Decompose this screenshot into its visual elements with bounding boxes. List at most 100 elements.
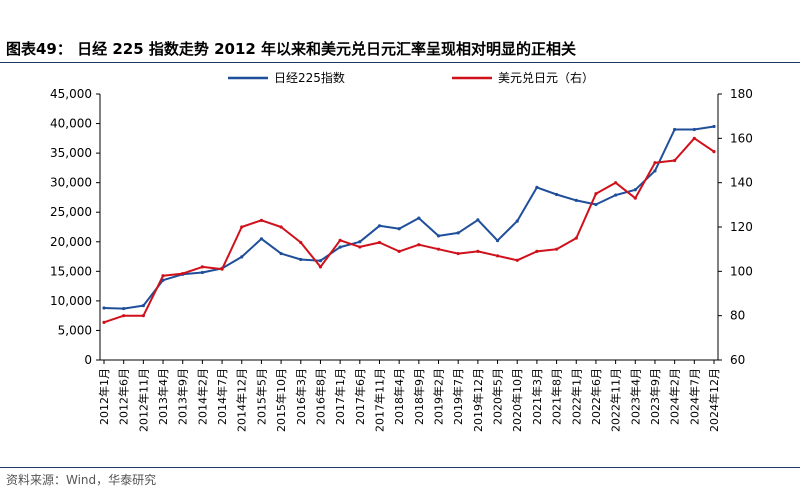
x-tick-label: 2020年5月 [491,368,505,425]
point-nikkei [318,259,323,263]
point-usdjpy [161,274,165,278]
point-usdjpy [712,150,716,154]
point-usdjpy [574,236,578,240]
point-usdjpy [417,243,421,247]
point-usdjpy [338,238,342,242]
point-usdjpy [259,218,264,222]
point-nikkei [673,127,677,132]
point-nikkei [279,252,283,256]
x-tick-label: 2023年4月 [628,368,642,425]
point-usdjpy [515,258,519,262]
x-tick-label: 2019年7月 [451,368,465,425]
left-tick-label: 45,000 [50,87,92,101]
point-nikkei [495,238,500,243]
point-usdjpy [122,314,126,318]
x-tick-label: 2018年4月 [392,368,406,425]
point-nikkei [574,198,578,202]
x-tick-label: 2014年12月 [235,368,249,432]
title-rule [0,62,800,63]
point-usdjpy [181,271,185,276]
x-tick-label: 2014年7月 [215,368,229,425]
point-usdjpy [633,196,637,200]
point-usdjpy [102,320,106,324]
point-usdjpy [495,254,500,258]
point-nikkei [633,188,637,192]
axes: 0 5,000 10,000 15,000 20,000 25,000 30,000 35,0… [50,87,753,432]
source-note: 资料来源：Wind，华泰研究 [6,473,157,487]
x-tick-label: 2019年12月 [471,368,485,432]
point-usdjpy [436,247,441,251]
point-nikkei [358,240,362,244]
left-tick-label: 25,000 [50,205,92,219]
line-chart: 日经225指数 美元兑日元（右） 0 5,000 10,000 15,000 20,000… [50,70,753,432]
point-nikkei [141,304,145,308]
point-nikkei [653,169,657,173]
point-nikkei [200,270,204,275]
right-tick-label: 100 [730,264,753,278]
point-usdjpy [594,192,598,196]
left-tick-label: 0 [84,353,92,367]
point-usdjpy [456,252,460,256]
left-tick-label: 15,000 [50,264,92,278]
point-nikkei [614,193,618,197]
legend-item-usdjpy: 美元兑日元（右） [452,70,594,85]
right-tick-label: 80 [730,309,745,323]
point-usdjpy [377,240,382,245]
x-tick-label: 2024年12月 [707,368,721,432]
legend-label: 日经225指数 [274,70,345,85]
point-nikkei [712,124,716,129]
point-usdjpy [397,249,401,253]
source-rule [0,467,800,468]
x-tick-label: 2022年11月 [609,368,623,432]
point-nikkei [102,306,106,310]
x-tick-label: 2015年10月 [274,368,288,432]
x-tick-label: 2017年1月 [333,368,347,425]
x-tick-label: 2020年10月 [510,368,524,432]
point-nikkei [515,219,519,223]
x-tick-label: 2017年6月 [353,368,367,425]
point-usdjpy [200,265,204,269]
x-tick-label: 2013年4月 [156,368,170,425]
series-line-nikkei [103,125,715,310]
x-tick-label: 2014年2月 [195,368,209,425]
point-usdjpy [240,225,244,229]
point-usdjpy [279,225,283,229]
legend: 日经225指数 美元兑日元（右） [228,70,594,85]
point-nikkei [594,202,598,207]
right-tick-label: 60 [730,353,745,367]
legend-label: 美元兑日元（右） [498,70,594,85]
x-tick-label: 2023年9月 [648,368,662,425]
point-usdjpy [614,181,618,185]
x-tick-label: 2021年8月 [550,368,564,425]
point-nikkei [554,192,559,197]
x-tick-label: 2015年5月 [254,368,268,425]
left-tick-label: 35,000 [50,146,92,160]
point-usdjpy [692,136,696,140]
point-usdjpy [476,249,480,253]
series-lines [102,124,716,324]
x-tick-label: 2012年6月 [117,368,131,425]
point-nikkei [436,234,441,238]
point-nikkei [377,224,382,228]
left-tick-label: 5,000 [58,323,92,337]
point-nikkei [417,216,421,220]
point-nikkei [456,231,460,235]
x-tick-label: 2024年7月 [687,368,701,425]
left-tick-label: 30,000 [50,176,92,190]
point-nikkei [338,245,342,249]
x-tick-label: 2018年9月 [412,368,426,425]
legend-item-nikkei: 日经225指数 [228,70,345,85]
left-tick-label: 40,000 [50,117,92,131]
x-tick-label: 2012年11月 [136,368,150,432]
right-tick-label: 180 [730,87,753,101]
x-tick-label: 2021年3月 [530,368,544,425]
chart-title: 图表49： 日经 225 指数走势 2012 年以来和美元兑日元汇率呈现相对明显… [6,40,577,58]
right-tick-label: 160 [730,131,753,145]
x-tick-label: 2012年1月 [97,368,111,425]
x-tick-label: 2022年6月 [589,368,603,425]
x-tick-label: 2013年9月 [176,368,190,425]
point-nikkei [397,227,401,231]
x-tick-label: 2024年2月 [668,368,682,425]
point-usdjpy [554,247,559,251]
point-nikkei [299,257,303,262]
